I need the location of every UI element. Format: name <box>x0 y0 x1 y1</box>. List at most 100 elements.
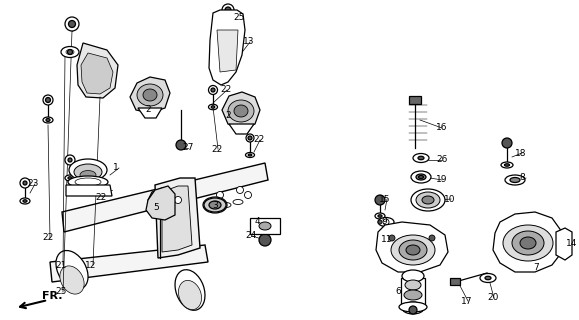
Ellipse shape <box>378 218 394 227</box>
Ellipse shape <box>137 84 163 106</box>
Ellipse shape <box>505 175 525 185</box>
Ellipse shape <box>411 171 431 183</box>
Circle shape <box>211 88 215 92</box>
Ellipse shape <box>501 162 513 168</box>
Ellipse shape <box>20 198 30 204</box>
Text: 17: 17 <box>461 297 472 306</box>
Ellipse shape <box>221 203 231 207</box>
Ellipse shape <box>402 270 424 282</box>
Text: 2: 2 <box>145 106 151 115</box>
Ellipse shape <box>69 159 107 181</box>
Text: 9: 9 <box>381 218 387 227</box>
Polygon shape <box>155 178 200 258</box>
Ellipse shape <box>504 164 510 166</box>
Ellipse shape <box>234 105 248 117</box>
Ellipse shape <box>245 153 255 157</box>
Circle shape <box>68 158 72 162</box>
Ellipse shape <box>23 200 27 202</box>
Polygon shape <box>81 53 113 94</box>
Text: 26: 26 <box>436 156 448 164</box>
Circle shape <box>259 234 271 246</box>
Ellipse shape <box>391 235 435 265</box>
Circle shape <box>236 187 244 194</box>
Ellipse shape <box>80 171 96 180</box>
Text: 7: 7 <box>533 263 538 273</box>
Ellipse shape <box>68 176 108 188</box>
Circle shape <box>176 140 186 150</box>
Circle shape <box>174 196 181 204</box>
Text: 24: 24 <box>245 231 256 241</box>
Circle shape <box>208 85 218 94</box>
Circle shape <box>68 20 75 28</box>
Ellipse shape <box>419 175 423 179</box>
Ellipse shape <box>418 156 424 160</box>
Text: 12: 12 <box>85 260 96 269</box>
Text: 18: 18 <box>515 148 526 157</box>
Ellipse shape <box>204 198 226 212</box>
Ellipse shape <box>61 46 79 58</box>
Ellipse shape <box>411 189 445 211</box>
Text: 25: 25 <box>55 287 67 297</box>
Polygon shape <box>77 43 118 98</box>
Text: 15: 15 <box>379 195 390 204</box>
Ellipse shape <box>60 266 84 294</box>
Text: 22: 22 <box>95 193 107 202</box>
Ellipse shape <box>413 154 429 163</box>
Ellipse shape <box>378 215 382 217</box>
Ellipse shape <box>75 178 101 186</box>
Text: 25: 25 <box>233 12 244 21</box>
Bar <box>450 278 460 285</box>
Bar <box>250 218 280 234</box>
Ellipse shape <box>228 100 254 122</box>
Circle shape <box>429 235 435 241</box>
Circle shape <box>23 181 27 185</box>
Ellipse shape <box>233 199 243 204</box>
Text: 5: 5 <box>153 203 159 212</box>
Circle shape <box>248 136 252 140</box>
Text: 23: 23 <box>27 180 38 188</box>
Circle shape <box>389 235 395 241</box>
Circle shape <box>46 98 50 102</box>
Ellipse shape <box>416 174 426 180</box>
Text: 22: 22 <box>253 135 264 145</box>
Polygon shape <box>376 222 448 272</box>
Ellipse shape <box>66 50 74 54</box>
Ellipse shape <box>422 196 434 204</box>
Circle shape <box>244 191 251 198</box>
Text: 2: 2 <box>225 110 230 119</box>
Ellipse shape <box>175 270 205 310</box>
Ellipse shape <box>211 106 215 108</box>
Ellipse shape <box>74 164 102 180</box>
Ellipse shape <box>68 177 72 179</box>
Polygon shape <box>162 186 192 252</box>
Text: 21: 21 <box>55 260 67 269</box>
Text: 22: 22 <box>220 85 231 94</box>
Text: 10: 10 <box>444 195 456 204</box>
Circle shape <box>65 17 79 31</box>
Ellipse shape <box>65 175 75 181</box>
Polygon shape <box>66 185 112 196</box>
Polygon shape <box>146 186 175 220</box>
Ellipse shape <box>375 213 385 219</box>
Ellipse shape <box>209 201 221 209</box>
Ellipse shape <box>406 245 420 255</box>
Polygon shape <box>493 212 562 272</box>
Circle shape <box>20 178 30 188</box>
Ellipse shape <box>203 197 227 213</box>
Text: 8: 8 <box>519 173 525 182</box>
Polygon shape <box>556 228 572 260</box>
Ellipse shape <box>399 240 427 260</box>
Text: 14: 14 <box>566 239 577 249</box>
Polygon shape <box>130 77 170 113</box>
Ellipse shape <box>503 225 553 261</box>
Circle shape <box>502 138 512 148</box>
Ellipse shape <box>416 192 440 208</box>
Circle shape <box>225 7 231 13</box>
Text: 11: 11 <box>381 236 393 244</box>
Circle shape <box>409 306 417 314</box>
Ellipse shape <box>512 231 544 255</box>
Circle shape <box>43 95 53 105</box>
Polygon shape <box>209 10 245 85</box>
Ellipse shape <box>208 205 218 211</box>
Circle shape <box>65 155 75 165</box>
